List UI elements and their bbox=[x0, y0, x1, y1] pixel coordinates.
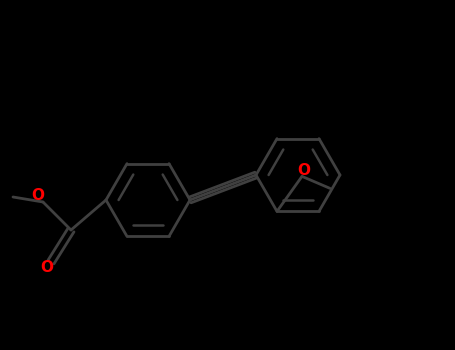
Text: O: O bbox=[40, 259, 54, 274]
Text: O: O bbox=[31, 189, 45, 203]
Text: O: O bbox=[298, 163, 310, 178]
